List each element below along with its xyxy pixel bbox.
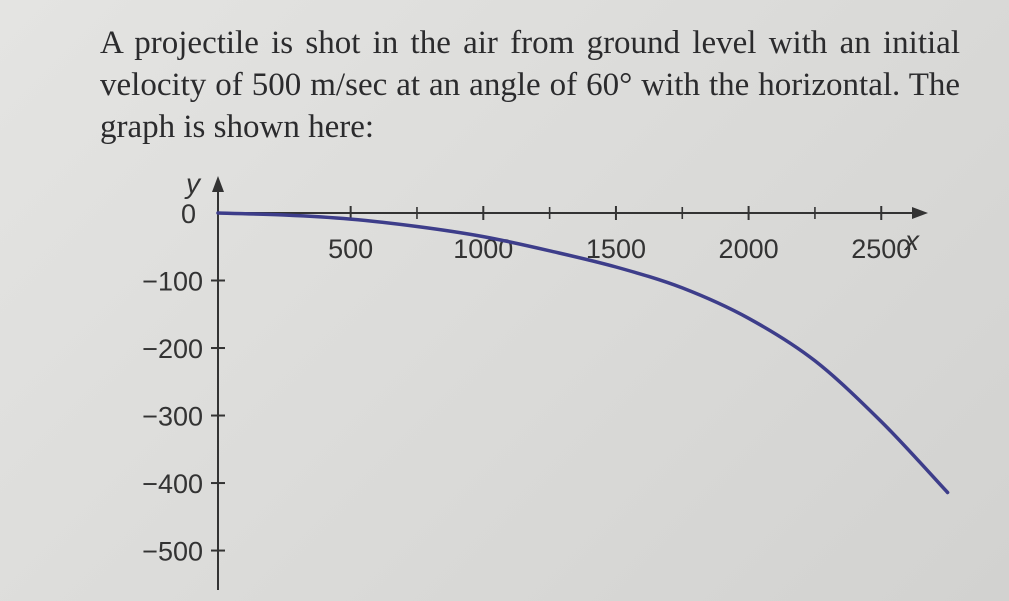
x-axis-arrowhead (912, 207, 928, 219)
y-tick-label: −500 (142, 537, 203, 567)
y-ticks: 0 −100 −200 −300 −400 −500 (142, 199, 225, 567)
y-axis-label: y (184, 168, 202, 199)
x-axis-label: x (903, 225, 920, 256)
y-tick-label: −100 (142, 267, 203, 297)
x-tick-label: 2000 (719, 234, 779, 264)
x-ticks: 500 1000 1500 2000 2500 (328, 206, 911, 264)
y-axis-arrowhead (212, 176, 224, 192)
y-tick-label: −300 (142, 402, 203, 432)
x-tick-label: 500 (328, 234, 373, 264)
y-tick-label: −200 (142, 334, 203, 364)
x-tick-label: 1000 (453, 234, 513, 264)
x-tick-label: 1500 (586, 234, 646, 264)
x-tick-label: 2500 (851, 234, 911, 264)
chart-axes: x y (184, 168, 928, 590)
problem-statement: A projectile is shot in the air from gro… (100, 25, 960, 145)
y-tick-label: −400 (142, 469, 203, 499)
y-tick-label: 0 (181, 199, 196, 229)
trajectory-curve (216, 211, 950, 495)
